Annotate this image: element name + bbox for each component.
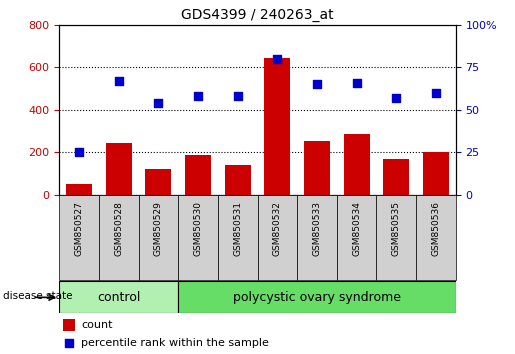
Text: GSM850531: GSM850531 bbox=[233, 201, 242, 257]
Bar bbox=[376, 195, 416, 280]
Bar bbox=[66, 184, 92, 195]
Text: polycystic ovary syndrome: polycystic ovary syndrome bbox=[233, 291, 401, 304]
Text: GSM850533: GSM850533 bbox=[313, 201, 321, 257]
Bar bbox=[185, 155, 211, 195]
Point bbox=[352, 80, 360, 85]
Point bbox=[313, 81, 321, 87]
Bar bbox=[383, 159, 409, 195]
Bar bbox=[264, 58, 290, 195]
Bar bbox=[59, 281, 178, 313]
Bar bbox=[59, 195, 99, 280]
Text: GSM850530: GSM850530 bbox=[194, 201, 202, 257]
Text: GSM850529: GSM850529 bbox=[154, 201, 163, 256]
Text: GSM850528: GSM850528 bbox=[114, 201, 123, 256]
Bar bbox=[63, 319, 75, 331]
Bar bbox=[178, 281, 456, 313]
Bar bbox=[99, 195, 139, 280]
Title: GDS4399 / 240263_at: GDS4399 / 240263_at bbox=[181, 8, 334, 22]
Text: disease state: disease state bbox=[3, 291, 73, 301]
Point bbox=[194, 93, 202, 99]
Text: percentile rank within the sample: percentile rank within the sample bbox=[81, 338, 269, 348]
Point bbox=[65, 340, 73, 346]
Bar bbox=[297, 195, 337, 280]
Text: control: control bbox=[97, 291, 141, 304]
Bar bbox=[178, 195, 218, 280]
Text: GSM850534: GSM850534 bbox=[352, 201, 361, 256]
Bar bbox=[145, 169, 171, 195]
Bar bbox=[139, 195, 178, 280]
Text: count: count bbox=[81, 320, 113, 330]
Point bbox=[75, 149, 83, 155]
Bar bbox=[423, 152, 449, 195]
Point bbox=[154, 100, 162, 106]
Bar bbox=[225, 165, 251, 195]
Text: GSM850532: GSM850532 bbox=[273, 201, 282, 256]
Bar bbox=[106, 143, 132, 195]
Bar bbox=[337, 195, 376, 280]
Text: GSM850536: GSM850536 bbox=[432, 201, 440, 257]
Text: GSM850527: GSM850527 bbox=[75, 201, 83, 256]
Point bbox=[273, 56, 281, 62]
Bar bbox=[344, 134, 370, 195]
Point bbox=[392, 95, 401, 101]
Point bbox=[114, 78, 123, 84]
Bar bbox=[304, 141, 330, 195]
Point bbox=[233, 93, 242, 99]
Point bbox=[432, 90, 440, 96]
Bar bbox=[218, 195, 258, 280]
Text: GSM850535: GSM850535 bbox=[392, 201, 401, 257]
Bar bbox=[416, 195, 456, 280]
Bar bbox=[258, 195, 297, 280]
